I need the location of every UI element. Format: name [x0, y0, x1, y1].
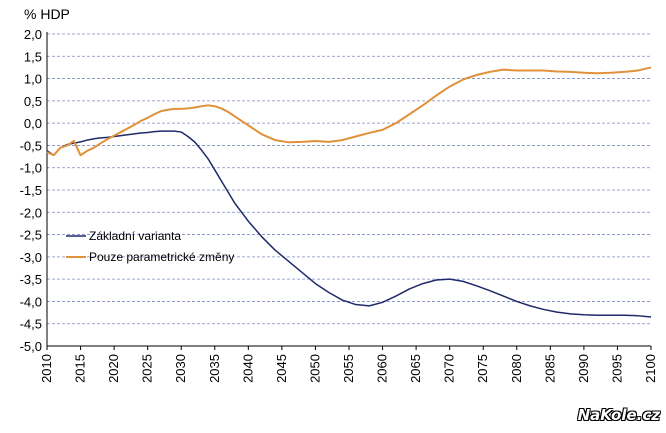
series-lines [46, 66, 652, 318]
x-tick-label: 2060 [375, 354, 390, 383]
y-tick-label: -1,5 [20, 183, 42, 198]
x-tick-label: 2050 [307, 354, 322, 383]
legend: Základní varianta Pouze parametrické změn… [66, 229, 234, 264]
x-tick-label: 2045 [274, 354, 289, 383]
x-tick-label: 2030 [173, 354, 188, 383]
x-tick-label: 2035 [207, 354, 222, 383]
x-tick-label: 2025 [140, 354, 155, 383]
x-tick-label: 2075 [475, 354, 490, 383]
y-tick-label: -2,5 [20, 228, 42, 243]
legend-label-2: Pouze parametrické změny [89, 250, 234, 264]
y-tick-label: -4,5 [20, 317, 42, 332]
y-tick-label: -3,5 [20, 272, 42, 287]
y-tick-label: -0,5 [20, 138, 42, 153]
x-tick-labels: 2010 2015 2020 2025 2030 2035 2040 2045 2050 2055… [39, 354, 658, 383]
x-tick-label: 2100 [643, 354, 658, 383]
y-tick-label: -3,0 [20, 250, 42, 265]
series-line-2 [46, 66, 652, 157]
y-tick-label: -2,0 [20, 205, 42, 220]
x-tick-label: 2065 [408, 354, 423, 383]
x-tick-label: 2010 [39, 354, 54, 383]
y-tick-label: 0,5 [24, 94, 42, 109]
legend-label-1: Základní varianta [89, 229, 181, 243]
gridlines [47, 33, 651, 347]
x-tick-label: 2080 [509, 354, 524, 383]
y-tick-label: -1,0 [20, 161, 42, 176]
series-line-1 [46, 130, 652, 318]
x-tick-label: 2020 [106, 354, 121, 383]
x-tick-label: 2090 [576, 354, 591, 383]
y-tick-label: 0,0 [24, 116, 42, 131]
x-tick-label: 2015 [73, 354, 88, 383]
y-tick-label: 1,5 [24, 49, 42, 64]
x-tick-label: 2040 [240, 354, 255, 383]
y-axis-unit-label: % HDP [24, 6, 70, 22]
watermark-logo: NaKole.cz [577, 406, 660, 424]
y-tick-label: 2,0 [24, 27, 42, 42]
x-tick-label: 2055 [341, 354, 356, 383]
axes [46, 32, 652, 350]
x-tick-label: 2095 [609, 354, 624, 383]
x-tick-label: 2070 [442, 354, 457, 383]
y-tick-labels: 2,0 1,5 1,0 0,5 0,0 -0,5 -1,0 -1,5 -2,0 -2,5 -3,0 -… [20, 27, 42, 354]
y-tick-label: 1,0 [24, 72, 42, 87]
x-tick-label: 2085 [542, 354, 557, 383]
y-tick-label: -4,0 [20, 294, 42, 309]
y-tick-label: -5,0 [20, 339, 42, 354]
